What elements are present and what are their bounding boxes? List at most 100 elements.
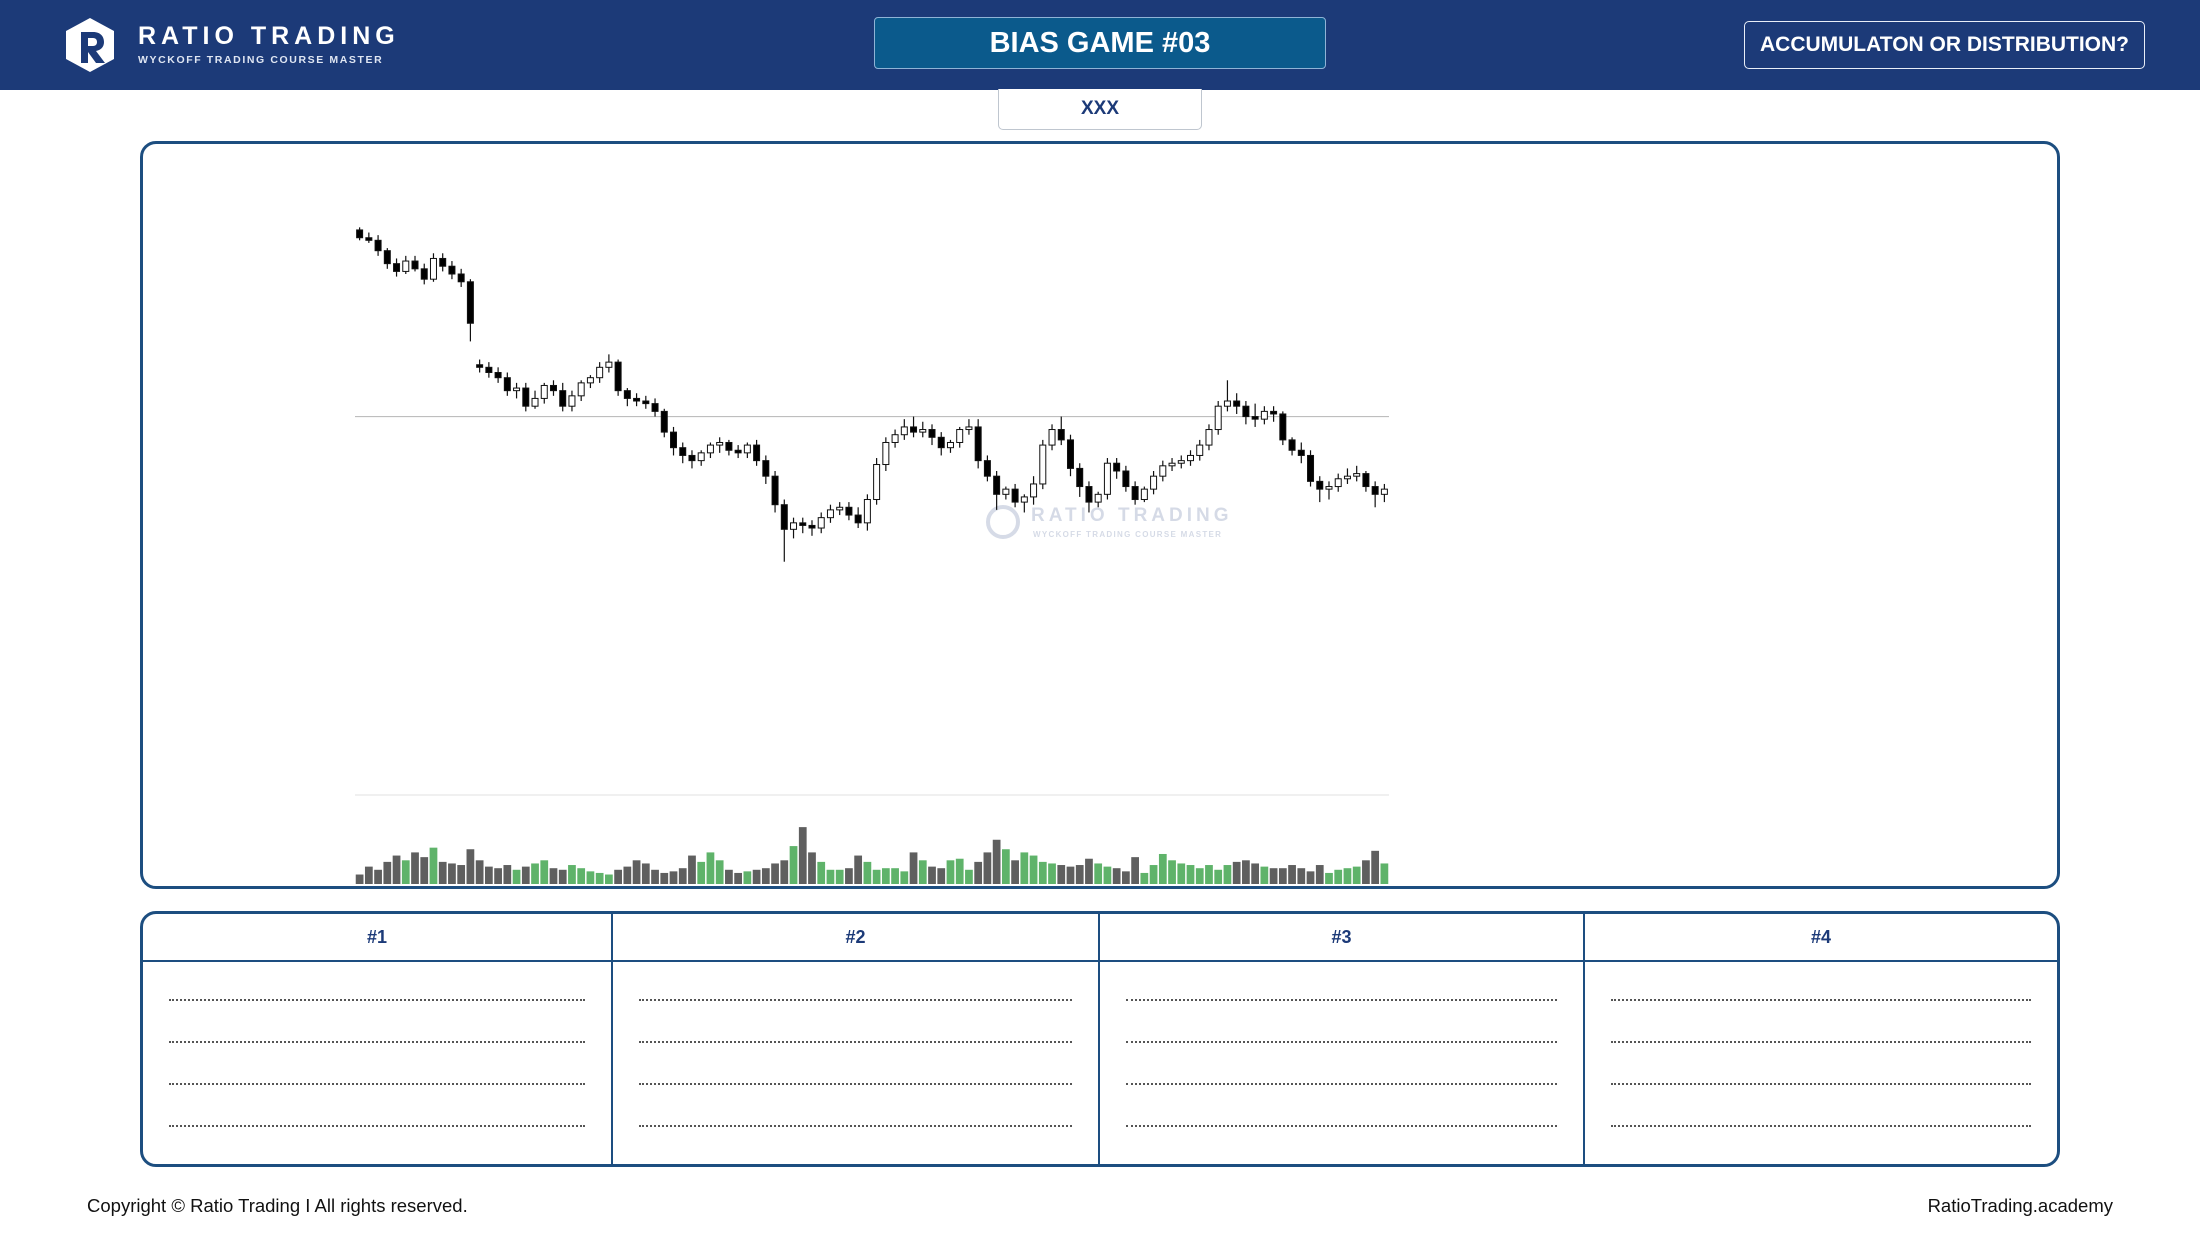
volume-bar <box>1085 858 1093 884</box>
volume-bar <box>383 861 392 884</box>
volume-bar <box>392 855 401 884</box>
candle-body <box>743 444 751 454</box>
volume-bar <box>605 874 613 884</box>
game-title: BIAS GAME #03 <box>874 17 1326 69</box>
answer-line[interactable] <box>1126 999 1557 1001</box>
volume-bar <box>817 861 826 884</box>
candle-body <box>1113 462 1121 472</box>
candle-body <box>734 449 742 454</box>
candle-body <box>1177 460 1185 464</box>
volume-bar <box>1362 860 1370 884</box>
candle-body <box>374 239 382 252</box>
answer-line[interactable] <box>1126 1041 1557 1043</box>
candle-body <box>1362 473 1370 488</box>
candle-body <box>476 364 484 368</box>
candle-body <box>919 429 927 433</box>
answer-line[interactable] <box>1611 1083 2031 1085</box>
volume-bar <box>1149 865 1158 884</box>
candle-body <box>836 506 844 511</box>
candle-body <box>697 452 705 462</box>
volume-bar <box>1048 863 1056 884</box>
volume-bar <box>1334 869 1343 884</box>
volume-bar <box>835 869 844 884</box>
chart-panel: RATIO TRADING WYCKOFF TRADING COURSE MAST… <box>140 141 2060 889</box>
answer-line[interactable] <box>1611 1041 2031 1043</box>
answer-line[interactable] <box>1611 1125 2031 1127</box>
volume-bar <box>1122 871 1130 884</box>
volume-bar <box>974 861 983 884</box>
watermark-icon <box>986 505 1020 539</box>
candle-body <box>706 444 714 454</box>
answer-line[interactable] <box>169 999 585 1001</box>
volume-bar <box>457 865 466 884</box>
answer-line[interactable] <box>639 1083 1072 1085</box>
answer-tab[interactable]: XXX <box>998 89 1202 130</box>
candle-body <box>559 390 567 407</box>
volume-bar <box>503 865 512 884</box>
candle-body <box>854 514 862 524</box>
candle-body <box>1334 478 1342 488</box>
answer-line[interactable] <box>639 1041 1072 1043</box>
header-bar: RATIO TRADING WYCKOFF TRADING COURSE MAS… <box>0 0 2200 90</box>
volume-bar <box>438 861 447 884</box>
candle-body <box>928 429 936 438</box>
answer-line[interactable] <box>169 1041 585 1043</box>
candle-body <box>383 250 391 265</box>
volume-bar <box>1232 861 1241 884</box>
answer-line[interactable] <box>1611 999 2031 1001</box>
candle-body <box>1214 405 1222 431</box>
answer-line[interactable] <box>169 1083 585 1085</box>
candle-body <box>1168 462 1176 467</box>
candle-body <box>503 377 511 392</box>
volume-bar <box>374 869 382 884</box>
volume-bar <box>734 872 743 884</box>
candle-body <box>1103 462 1111 495</box>
candle-body <box>716 441 724 446</box>
candle-body <box>660 410 668 433</box>
candle-body <box>1048 429 1056 446</box>
volume-bar <box>577 868 586 884</box>
volume-bar <box>1306 871 1315 884</box>
volume-bar <box>1260 866 1269 884</box>
answer-line[interactable] <box>639 1125 1072 1127</box>
answer-line[interactable] <box>1126 1083 1557 1085</box>
candle-body <box>411 260 419 270</box>
candle-body <box>1159 465 1167 477</box>
column-header: #4 <box>1585 914 2057 962</box>
candle-body <box>1233 400 1241 407</box>
volume-bar <box>1103 866 1112 884</box>
website: RatioTrading.academy <box>1927 1195 2113 1216</box>
candle-body <box>1353 473 1361 477</box>
volume-bar <box>1158 853 1167 884</box>
volume-bar <box>863 861 872 884</box>
volume-bar <box>725 869 733 884</box>
answer-column: #3 <box>1100 914 1585 1164</box>
volume-bar <box>955 858 964 884</box>
volume-bar <box>411 852 419 884</box>
answer-line[interactable] <box>1126 1125 1557 1127</box>
answer-line[interactable] <box>639 999 1072 1001</box>
volume-bar <box>651 869 659 884</box>
volume-bar <box>845 868 853 884</box>
candle-body <box>1011 488 1019 503</box>
column-header: #1 <box>143 914 611 962</box>
volume-bar <box>540 860 549 884</box>
volume-bar <box>1168 860 1176 884</box>
candle-body <box>817 517 825 529</box>
volume-bar <box>595 872 604 884</box>
candle-body <box>863 499 871 524</box>
column-header: #3 <box>1100 914 1583 962</box>
answer-line[interactable] <box>169 1125 585 1127</box>
volume-bar <box>1251 863 1260 884</box>
volume-bar <box>983 852 992 884</box>
volume-bar <box>780 860 789 884</box>
copyright: Copyright © Ratio Trading I All rights r… <box>87 1195 468 1216</box>
question-button[interactable]: ACCUMULATON OR DISTRIBUTION? <box>1744 21 2145 69</box>
volume-bar <box>1075 865 1084 884</box>
candle-body <box>688 454 696 462</box>
volume-bar <box>928 866 936 884</box>
candle-body <box>1057 429 1065 441</box>
volume-bar <box>715 860 724 884</box>
volume-bar <box>586 871 595 884</box>
